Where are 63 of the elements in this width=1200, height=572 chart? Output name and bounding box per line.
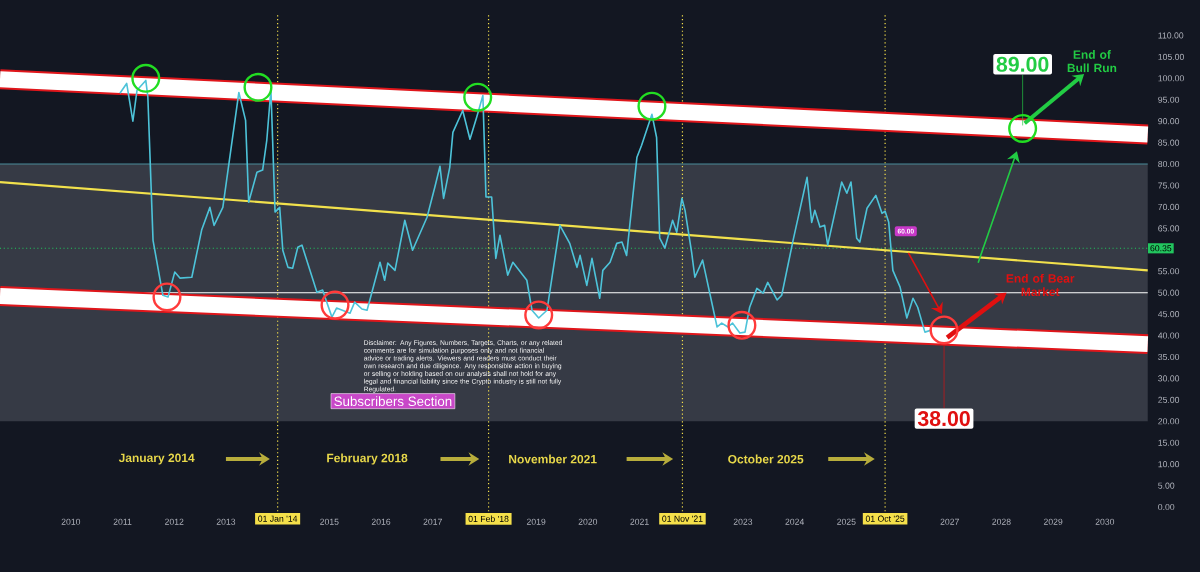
annotation: January 2014 (118, 453, 195, 465)
y-tick-label: 70.00 (1158, 203, 1180, 210)
x-tick-label: 2020 (578, 518, 598, 525)
x-tick-label: 2029 (1043, 518, 1063, 525)
y-tick-label: 40.00 (1158, 332, 1180, 339)
point (524, 300, 554, 330)
ref-line-label: 01 Nov '21 (662, 515, 703, 522)
ref-line-label: 01 Jan '14 (258, 515, 298, 522)
y-tick-label: 30.00 (1158, 375, 1180, 382)
y-tick-label: 15.00 (1158, 439, 1180, 446)
y-tick-label: 80.00 (1158, 161, 1180, 168)
point (463, 82, 493, 112)
y-tick-label: 90.00 (1158, 118, 1180, 125)
y-tick-label: 65.00 (1158, 225, 1180, 232)
x-tick-label: 2027 (940, 518, 959, 525)
x-tick-label: 2024 (785, 518, 805, 525)
point (152, 282, 182, 312)
point (1008, 113, 1038, 143)
x-tick-label: 2028 (992, 518, 1011, 525)
y-tick-label: 0.00 (1158, 503, 1175, 511)
y-tick-label: 10.00 (1158, 461, 1180, 468)
x-tick-label: 2019 (526, 518, 546, 525)
x-tick-label: 2017 (423, 518, 442, 525)
y-tick-label: 100.00 (1158, 75, 1184, 82)
annotation: End of Bull Run (1067, 50, 1117, 73)
point (727, 310, 757, 340)
ref-line-label: 01 Feb '18 (468, 515, 509, 522)
annotation: 89.00 (996, 56, 1049, 72)
y-tick-label: 35.00 (1158, 353, 1180, 361)
y-tick-label: 105.00 (1158, 53, 1184, 60)
y-tick-label: 50.00 (1158, 289, 1180, 296)
point (243, 72, 273, 102)
y-tick-label: 85.00 (1158, 139, 1180, 146)
annotation: 38.00 (917, 411, 970, 427)
x-tick-label: 2016 (371, 518, 391, 525)
x-tick-label: 2011 (113, 518, 132, 525)
y-tick-label: 75.00 (1158, 182, 1180, 189)
point (637, 91, 667, 121)
x-tick-label: 2030 (1095, 518, 1115, 525)
y-tick-label: 25.00 (1158, 396, 1180, 403)
ref-line-label: 60.35 (1150, 245, 1172, 252)
annotation: October 2025 (728, 454, 804, 464)
annotation: Subscribers Section (334, 396, 452, 407)
point (131, 63, 161, 93)
y-tick-label: 20.00 (1158, 418, 1180, 425)
x-tick-label: 2025 (837, 518, 856, 525)
x-tick-label: 2021 (630, 518, 649, 525)
y-tick-label: 5.00 (1158, 482, 1175, 489)
x-tick-label: 2010 (61, 518, 81, 525)
y-tick-label: 110.00 (1158, 32, 1184, 39)
point (929, 315, 959, 345)
y-tick-label: 95.00 (1158, 96, 1180, 103)
annotation: November 2021 (509, 454, 597, 464)
annotation: February 2018 (327, 453, 408, 465)
x-tick-label: 2015 (320, 518, 339, 525)
line-series (119, 79, 933, 334)
ref-line-label: 01 Oct '25 (865, 515, 905, 522)
y-tick-label: 45.00 (1158, 311, 1180, 318)
x-tick-label: 2023 (733, 518, 753, 525)
y-tick-label: 55.00 (1158, 268, 1180, 275)
x-tick-label: 2012 (165, 518, 184, 525)
x-tick-label: 2013 (216, 518, 236, 525)
point (320, 290, 350, 320)
